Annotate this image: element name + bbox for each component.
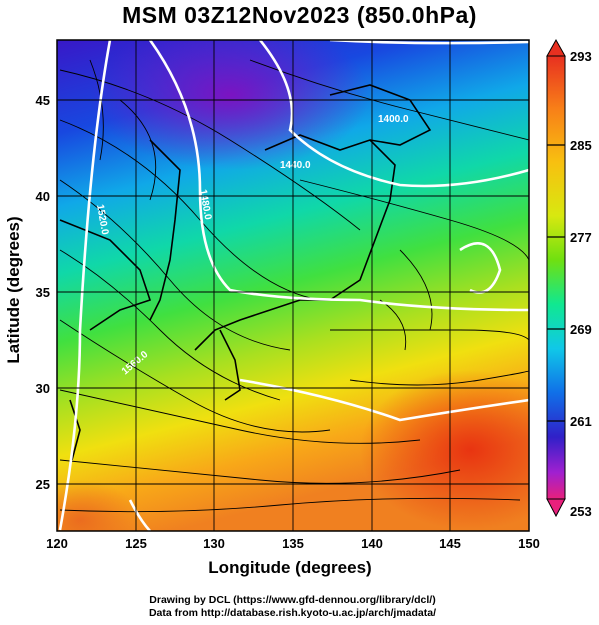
colorbar-label-261: 261 [570,414,592,429]
x-tick-125: 125 [125,536,147,551]
colorbar-label-285: 285 [570,138,592,153]
y-tick-30: 30 [36,381,50,396]
contour-label-1440: 1440.0 [280,160,311,171]
contour-label-1520: 1520.0 [94,204,110,236]
x-tick-120: 120 [46,536,68,551]
colorbar-label-253: 253 [570,504,592,519]
contour-label-1480: 1480.0 [197,189,213,221]
x-tick-130: 130 [203,536,225,551]
colorbar-scale [546,55,566,500]
coastlines [59,84,432,461]
credit-data: Data from http://database.rish.kyoto-u.a… [148,607,437,619]
y-axis-label: Latitude (degrees) [4,216,23,364]
warm-west-shading [57,480,140,531]
chart-title: MSM 03Z12Nov2023 (850.0hPa) [122,2,477,28]
x-tick-145: 145 [439,536,461,551]
credit-drawing: Drawing by DCL (https://www.gfd-dennou.o… [149,594,436,606]
colorbar-label-269: 269 [570,322,592,337]
colorbar-bottom-arrow [546,498,566,518]
map-plot-area: 1400.0 1440.0 1480.0 1520.0 1560.0 [57,40,529,531]
y-tick-40: 40 [36,189,50,204]
colorbar-label-277: 277 [570,230,592,245]
colorbar: 293 285 277 269 261 253 [546,38,592,519]
credits: Drawing by DCL (https://www.gfd-dennou.o… [0,594,585,620]
x-tick-150: 150 [518,536,540,551]
height-contours [58,40,529,531]
y-tick-45: 45 [36,93,50,108]
map-grid [57,40,529,531]
cold-core-shading [90,40,370,170]
x-axis-label: Longitude (degrees) [208,558,372,577]
wind-streamlines [59,59,529,513]
x-tick-135: 135 [282,536,304,551]
map-frame [56,39,530,532]
contour-label-1400: 1400.0 [378,114,409,125]
warm-core-shading [360,370,529,530]
colorbar-label-293: 293 [570,49,592,64]
y-tick-35: 35 [36,285,50,300]
x-axis-ticks: 120 125 130 135 140 145 150 [46,536,540,551]
y-axis-ticks: 25 30 35 40 45 [36,93,50,492]
colorbar-top-arrow [546,38,566,57]
x-tick-140: 140 [361,536,383,551]
y-tick-25: 25 [36,477,50,492]
